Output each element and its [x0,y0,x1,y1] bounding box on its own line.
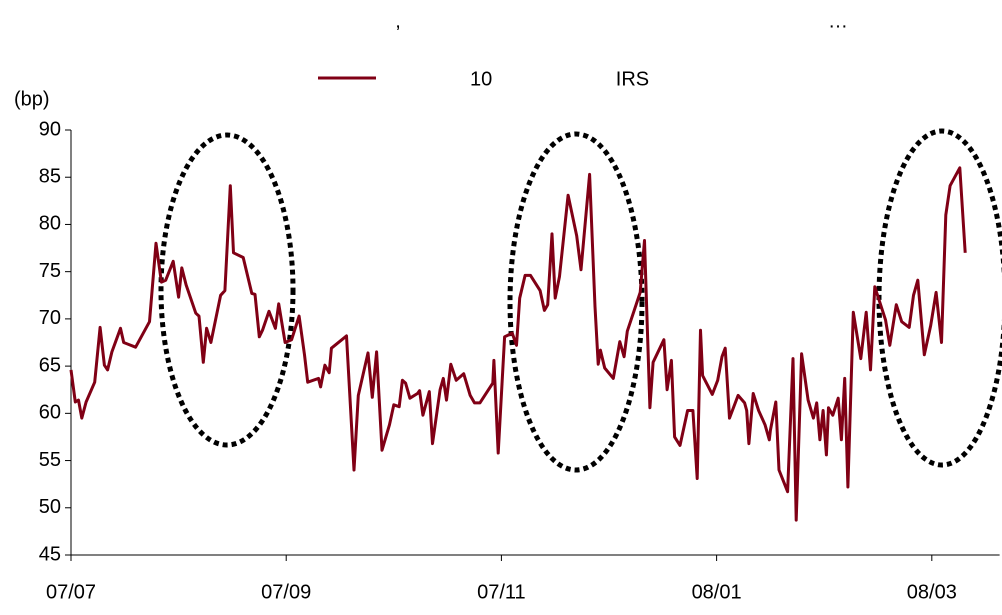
x-tick-label: 07/07 [46,581,96,603]
y-axis-label: (bp) [14,88,50,110]
y-tick-label: 45 [39,543,61,565]
legend-label: 10 IRS [470,68,649,90]
x-tick-label: 07/09 [261,581,311,603]
x-tick-label: 07/11 [477,581,526,603]
y-tick-label: 60 [39,402,61,424]
x-tick-label: 08/01 [692,581,742,603]
x-tick-label: 08/03 [907,581,957,603]
y-tick-label: 70 [39,307,61,329]
y-tick-label: 75 [39,260,61,282]
series-line [69,166,967,522]
y-tick-label: 80 [39,213,61,235]
y-tick-label: 55 [39,449,61,471]
y-tick-label: 50 [39,496,61,518]
title-part: … [828,10,848,32]
y-tick-label: 85 [39,166,61,188]
y-tick-label: 65 [39,354,61,376]
highlight-ellipse [158,132,296,448]
highlight-ellipse [507,131,645,473]
y-tick-label: 90 [39,118,61,140]
highlight-ellipse [876,128,1002,468]
title-part: , [395,10,401,32]
